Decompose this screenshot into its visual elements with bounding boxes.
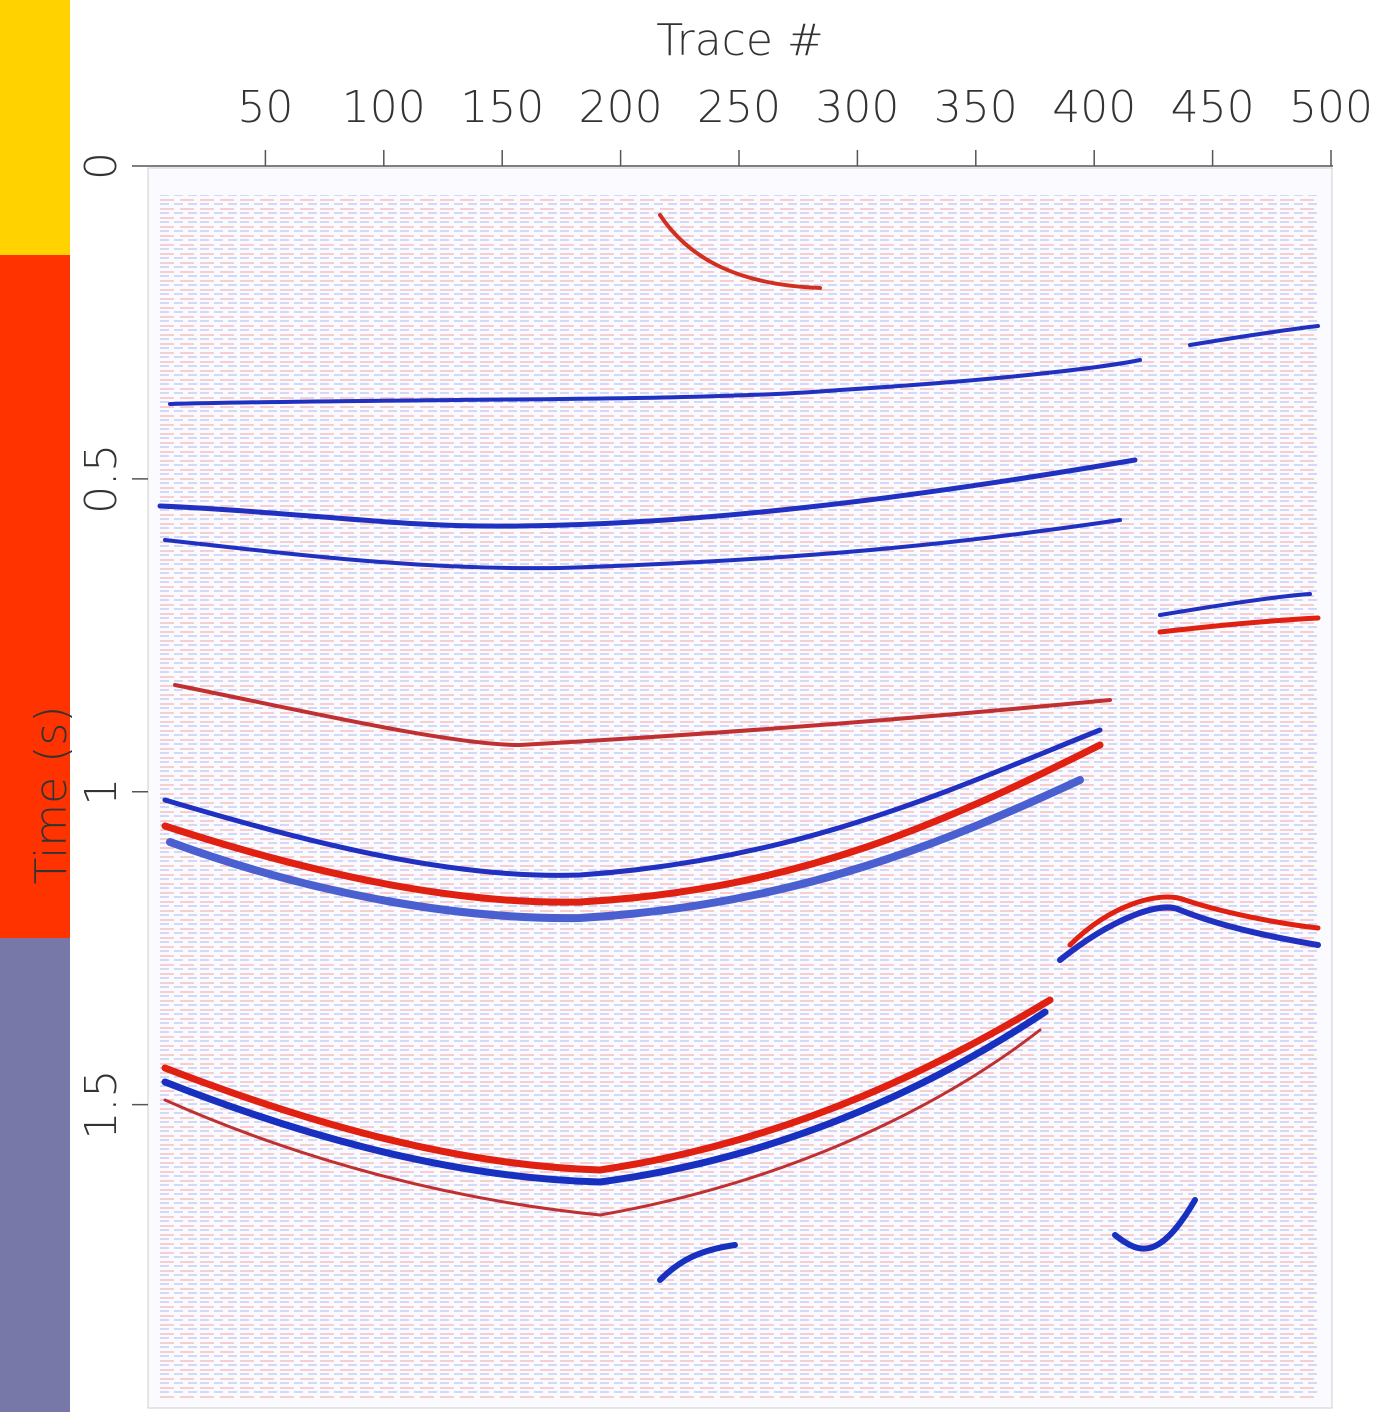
y-tick-label: 0	[76, 152, 127, 180]
x-tick-label: 400	[1052, 82, 1136, 133]
x-tick-label: 200	[579, 82, 663, 133]
x-tick-label: 150	[460, 82, 544, 133]
x-tick-label: 100	[342, 82, 426, 133]
seismic-image	[147, 167, 1333, 1409]
x-tick-label: 350	[934, 82, 1018, 133]
x-tick-label: 50	[237, 82, 293, 133]
x-tick-label: 500	[1289, 82, 1373, 133]
y-tick-label: 1	[76, 778, 127, 806]
color-strip	[0, 255, 70, 938]
y-tick-label: 0.5	[76, 444, 127, 514]
color-strip	[0, 938, 70, 1412]
y-tick-label: 1.5	[76, 1070, 127, 1140]
x-tick-label: 250	[697, 82, 781, 133]
color-strip	[0, 0, 70, 255]
x-tick-label: 450	[1171, 82, 1255, 133]
y-axis-title: Time (s)	[26, 706, 77, 885]
x-axis-title: Trace #	[656, 15, 824, 66]
axes: 50 100 150 200 250 300 350 400 450 500 0 0.5 1 1.5	[76, 82, 1373, 1140]
x-tick-label: 300	[815, 82, 899, 133]
